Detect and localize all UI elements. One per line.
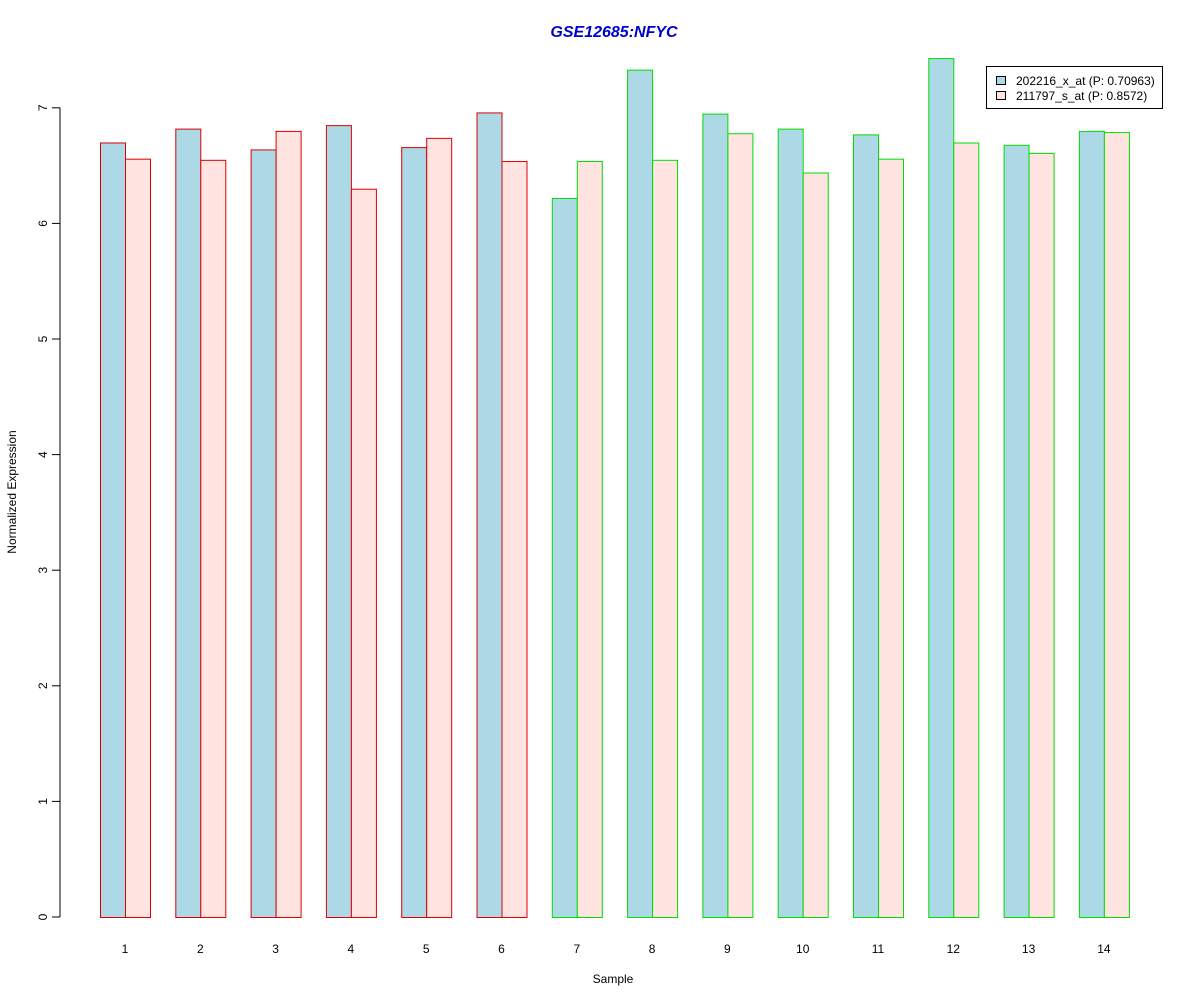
bar xyxy=(501,160,528,918)
bar xyxy=(551,197,578,918)
bar xyxy=(100,142,126,919)
bar xyxy=(250,149,277,918)
bars xyxy=(100,58,1130,919)
bar xyxy=(777,128,804,919)
bar xyxy=(1003,144,1030,919)
legend-box xyxy=(986,66,1163,109)
y-tick-label: 4 xyxy=(36,451,50,458)
bar xyxy=(953,142,980,919)
bar xyxy=(426,137,453,918)
bar xyxy=(125,158,151,918)
bar xyxy=(627,69,654,919)
bar xyxy=(853,134,879,918)
bar xyxy=(928,58,955,919)
y-tick-label: 5 xyxy=(36,335,50,342)
x-tick-label: 6 xyxy=(498,942,505,956)
x-tick-label: 11 xyxy=(872,942,885,956)
x-axis-title: Sample xyxy=(593,972,634,986)
x-tick-label: 10 xyxy=(796,942,810,956)
bar xyxy=(175,128,202,919)
bar xyxy=(401,147,428,918)
legend-swatch xyxy=(996,76,1006,85)
y-tick-label: 6 xyxy=(36,220,50,227)
x-axis: 1 2 3 4 5 6 7 8 9 10 11 12 13 14 xyxy=(122,942,1111,956)
bar xyxy=(652,159,679,918)
bar xyxy=(1028,152,1055,919)
x-tick-label: 14 xyxy=(1097,942,1111,956)
bar xyxy=(1078,130,1105,919)
legend-label: 202216_x_at (P: 0.70963) xyxy=(1016,74,1155,88)
chart-title: GSE12685:NFYC xyxy=(550,24,678,41)
bar xyxy=(275,130,302,919)
x-tick-label: 3 xyxy=(272,942,279,956)
x-tick-label: 13 xyxy=(1022,942,1036,956)
y-axis: 0 1 2 3 4 5 6 7 xyxy=(36,104,61,920)
x-tick-label: 12 xyxy=(947,942,961,956)
x-tick-label: 5 xyxy=(423,942,430,956)
legend: 202216_x_at (P: 0.70963)211797_s_at (P: … xyxy=(986,66,1163,109)
y-tick-label: 0 xyxy=(36,913,50,920)
y-tick-label: 2 xyxy=(36,682,50,689)
x-tick-label: 1 xyxy=(122,942,129,956)
bar xyxy=(802,172,829,918)
bar xyxy=(200,159,227,918)
bar xyxy=(576,160,603,918)
bar xyxy=(325,125,352,918)
x-tick-label: 8 xyxy=(649,942,656,956)
bar xyxy=(727,133,754,918)
x-tick-label: 4 xyxy=(348,942,355,956)
x-tick-label: 2 xyxy=(197,942,204,956)
y-tick-label: 3 xyxy=(36,567,50,574)
bar xyxy=(350,188,377,919)
x-tick-label: 9 xyxy=(724,942,731,956)
bar xyxy=(702,113,729,918)
y-tick-label: 1 xyxy=(36,798,50,805)
legend-label: 211797_s_at (P: 0.8572) xyxy=(1016,89,1147,103)
y-tick-label: 7 xyxy=(36,104,50,111)
legend-swatch xyxy=(996,91,1006,100)
bar xyxy=(878,158,904,918)
y-axis-title: Normalized Expression xyxy=(5,430,19,553)
bar xyxy=(476,112,503,918)
bar xyxy=(1103,132,1130,919)
x-tick-label: 7 xyxy=(573,942,580,956)
